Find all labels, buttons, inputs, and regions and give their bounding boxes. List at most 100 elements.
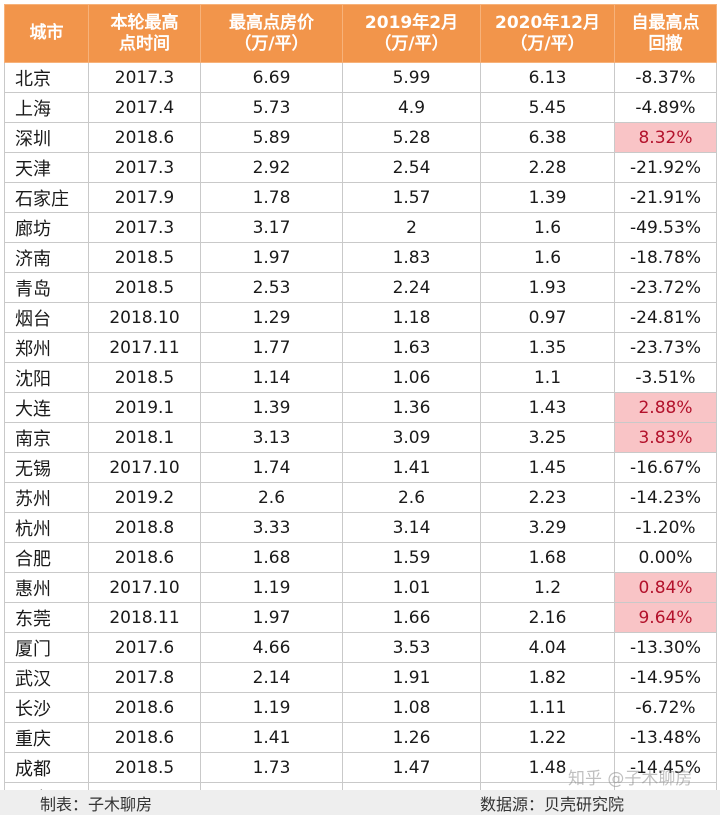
feb-2019-price-cell: 2 xyxy=(342,212,481,243)
data-source-credit: 数据源：贝壳研究院 xyxy=(480,795,625,814)
dec-2020-price-cell: 1.45 xyxy=(480,452,615,483)
dec-2020-price-cell: 1.35 xyxy=(480,332,615,363)
city-cell: 合肥 xyxy=(4,542,89,573)
table-maker-credit: 制表：子木聊房 xyxy=(40,795,153,814)
city-cell: 惠州 xyxy=(4,572,89,603)
city-cell: 大连 xyxy=(4,392,89,423)
dec-2020-price-cell: 1.93 xyxy=(480,272,615,303)
peak-time-cell: 2017.3 xyxy=(88,212,201,243)
peak-price-cell: 1.19 xyxy=(200,692,343,723)
table-row: 济南 2018.5 1.97 1.83 1.6 -18.78% xyxy=(4,242,717,273)
dec-2020-price-cell: 1.68 xyxy=(480,542,615,573)
city-cell: 厦门 xyxy=(4,632,89,663)
peak-price-cell: 3.13 xyxy=(200,422,343,453)
peak-price-cell: 3.33 xyxy=(200,512,343,543)
peak-price-cell: 1.41 xyxy=(200,722,343,753)
dec-2020-price-cell: 1.22 xyxy=(480,722,615,753)
table-row: 石家庄 2017.9 1.78 1.57 1.39 -21.91% xyxy=(4,182,717,213)
drawdown-cell: -23.73% xyxy=(614,332,717,363)
city-cell: 青岛 xyxy=(4,272,89,303)
peak-time-cell: 2018.6 xyxy=(88,122,201,153)
city-cell: 上海 xyxy=(4,92,89,123)
feb-2019-price-cell: 4.9 xyxy=(342,92,481,123)
city-cell: 南京 xyxy=(4,422,89,453)
peak-price-cell: 6.69 xyxy=(200,62,343,93)
peak-price-cell: 1.14 xyxy=(200,362,343,393)
peak-time-cell: 2018.5 xyxy=(88,362,201,393)
table-row: 大连 2019.1 1.39 1.36 1.43 2.88% xyxy=(4,392,717,423)
city-cell: 郑州 xyxy=(4,332,89,363)
peak-time-cell: 2018.10 xyxy=(88,302,201,333)
city-cell: 烟台 xyxy=(4,302,89,333)
peak-price-cell: 1.78 xyxy=(200,182,343,213)
peak-price-cell: 1.73 xyxy=(200,752,343,783)
table-row: 苏州 2019.2 2.6 2.6 2.23 -14.23% xyxy=(4,482,717,513)
table-row: 无锡 2017.10 1.74 1.41 1.45 -16.67% xyxy=(4,452,717,483)
table-row: 上海 2017.4 5.73 4.9 5.45 -4.89% xyxy=(4,92,717,123)
peak-time-cell: 2018.5 xyxy=(88,242,201,273)
city-cell: 重庆 xyxy=(4,722,89,753)
header-line: 回撤 xyxy=(648,33,683,54)
drawdown-cell: -8.37% xyxy=(614,62,717,93)
header-dec-2020-price: 2020年12月 （万/平） xyxy=(480,4,615,63)
drawdown-cell: 9.64% xyxy=(614,602,717,633)
dec-2020-price-cell: 1.6 xyxy=(480,212,615,243)
drawdown-cell: -23.72% xyxy=(614,272,717,303)
dec-2020-price-cell: 5.45 xyxy=(480,92,615,123)
peak-time-cell: 2018.11 xyxy=(88,602,201,633)
header-drawdown: 自最高点 回撤 xyxy=(614,4,717,63)
peak-price-cell: 1.29 xyxy=(200,302,343,333)
table-row: 北京 2017.3 6.69 5.99 6.13 -8.37% xyxy=(4,62,717,93)
header-line: 城市 xyxy=(29,23,64,43)
drawdown-cell: -21.92% xyxy=(614,152,717,183)
peak-price-cell: 4.66 xyxy=(200,632,343,663)
peak-price-cell: 1.97 xyxy=(200,602,343,633)
city-cell: 沈阳 xyxy=(4,362,89,393)
table-header-row: 城市 本轮最高 点时间 最高点房价 （万/平） 2019年2月 （万/平） 2020年12月（… xyxy=(4,4,717,63)
peak-time-cell: 2017.4 xyxy=(88,92,201,123)
feb-2019-price-cell: 1.59 xyxy=(342,542,481,573)
peak-time-cell: 2017.3 xyxy=(88,62,201,93)
table-row: 成都 2018.5 1.73 1.47 1.48 -14.45% xyxy=(4,752,717,783)
peak-price-cell: 5.89 xyxy=(200,122,343,153)
city-cell: 天津 xyxy=(4,152,89,183)
feb-2019-price-cell: 1.01 xyxy=(342,572,481,603)
dec-2020-price-cell: 2.23 xyxy=(480,482,615,513)
header-line: 2020年12月 xyxy=(495,12,600,33)
drawdown-cell: 3.83% xyxy=(614,422,717,453)
table-row: 杭州 2018.8 3.33 3.14 3.29 -1.20% xyxy=(4,512,717,543)
feb-2019-price-cell: 1.26 xyxy=(342,722,481,753)
city-cell: 廊坊 xyxy=(4,212,89,243)
drawdown-cell: -24.81% xyxy=(614,302,717,333)
peak-price-cell: 1.77 xyxy=(200,332,343,363)
drawdown-cell: 8.32% xyxy=(614,122,717,153)
dec-2020-price-cell: 2.16 xyxy=(480,602,615,633)
feb-2019-price-cell: 3.53 xyxy=(342,632,481,663)
drawdown-cell: -3.51% xyxy=(614,362,717,393)
dec-2020-price-cell: 3.25 xyxy=(480,422,615,453)
feb-2019-price-cell: 1.41 xyxy=(342,452,481,483)
housing-price-table: 城市 本轮最高 点时间 最高点房价 （万/平） 2019年2月 （万/平） 2020年12月（… xyxy=(4,4,717,813)
drawdown-cell: -14.23% xyxy=(614,482,717,513)
feb-2019-price-cell: 2.6 xyxy=(342,482,481,513)
drawdown-cell: -16.67% xyxy=(614,452,717,483)
table-row: 南京 2018.1 3.13 3.09 3.25 3.83% xyxy=(4,422,717,453)
peak-time-cell: 2018.6 xyxy=(88,542,201,573)
drawdown-cell: -1.20% xyxy=(614,512,717,543)
peak-time-cell: 2018.8 xyxy=(88,512,201,543)
header-line: 自最高点 xyxy=(631,12,700,33)
table-row: 郑州 2017.11 1.77 1.63 1.35 -23.73% xyxy=(4,332,717,363)
peak-time-cell: 2017.6 xyxy=(88,632,201,663)
feb-2019-price-cell: 2.54 xyxy=(342,152,481,183)
peak-time-cell: 2018.6 xyxy=(88,722,201,753)
dec-2020-price-cell: 6.38 xyxy=(480,122,615,153)
peak-time-cell: 2018.6 xyxy=(88,692,201,723)
peak-time-cell: 2017.11 xyxy=(88,332,201,363)
city-cell: 无锡 xyxy=(4,452,89,483)
peak-time-cell: 2018.1 xyxy=(88,422,201,453)
table-row: 合肥 2018.6 1.68 1.59 1.68 0.00% xyxy=(4,542,717,573)
table-row: 烟台 2018.10 1.29 1.18 0.97 -24.81% xyxy=(4,302,717,333)
city-cell: 杭州 xyxy=(4,512,89,543)
feb-2019-price-cell: 1.57 xyxy=(342,182,481,213)
table-row: 重庆 2018.6 1.41 1.26 1.22 -13.48% xyxy=(4,722,717,753)
